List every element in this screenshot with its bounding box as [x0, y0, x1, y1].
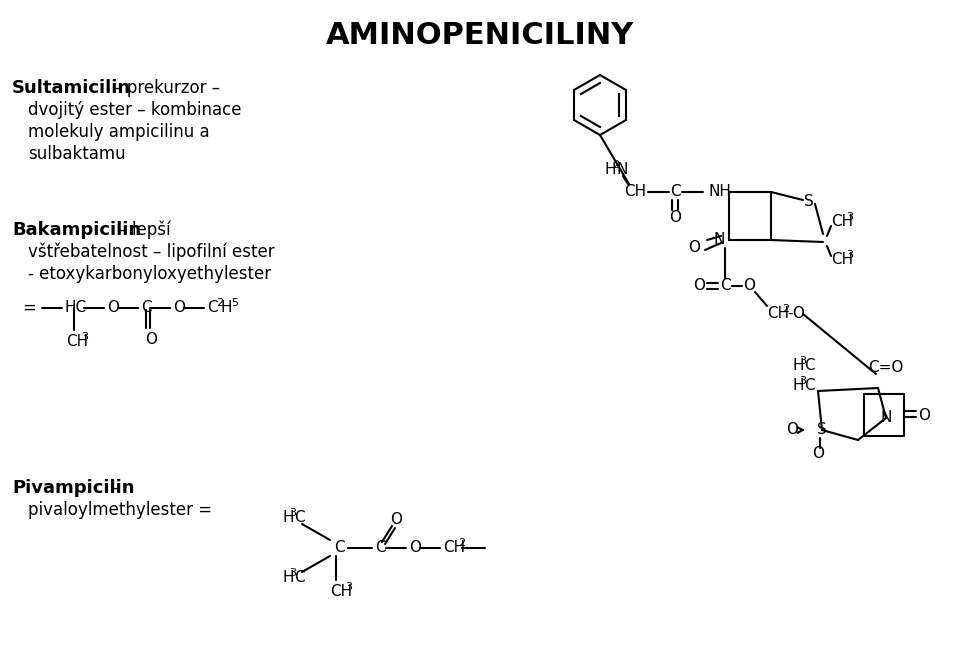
Text: 2: 2 — [216, 298, 223, 308]
Text: NH: NH — [709, 184, 732, 200]
Text: CH: CH — [330, 584, 352, 600]
Text: CH: CH — [767, 307, 789, 321]
Text: H: H — [282, 510, 294, 525]
Text: 3: 3 — [345, 582, 352, 592]
Text: N: N — [713, 233, 725, 247]
Text: C: C — [720, 278, 731, 293]
Text: pivaloylmethylester =: pivaloylmethylester = — [28, 501, 212, 519]
Text: 5: 5 — [231, 298, 238, 308]
Text: O: O — [669, 210, 681, 225]
Text: -O: -O — [787, 307, 804, 321]
Text: O: O — [173, 301, 185, 315]
Text: C: C — [334, 541, 345, 555]
Text: C=O: C=O — [868, 360, 903, 375]
Text: H: H — [792, 379, 804, 393]
Text: – prekurzor –: – prekurzor – — [108, 79, 220, 97]
Text: O: O — [786, 422, 798, 438]
Text: 3: 3 — [289, 568, 296, 578]
Text: H: H — [282, 570, 294, 586]
Text: molekuly ampicilinu a: molekuly ampicilinu a — [28, 123, 209, 141]
Text: C: C — [141, 301, 152, 315]
Text: Sultamicilin: Sultamicilin — [12, 79, 132, 97]
Text: O: O — [390, 512, 402, 527]
Text: 3: 3 — [799, 356, 806, 366]
Text: 2: 2 — [612, 160, 619, 170]
Text: O: O — [409, 541, 421, 555]
Text: – lepší: – lepší — [113, 221, 171, 239]
Text: O: O — [693, 278, 705, 293]
Text: C: C — [207, 301, 218, 315]
Text: C: C — [294, 510, 304, 525]
Text: O: O — [812, 446, 824, 461]
Text: Bakampicilin: Bakampicilin — [12, 221, 141, 239]
Text: 3: 3 — [846, 250, 853, 260]
Text: H: H — [605, 163, 616, 178]
Text: 2: 2 — [458, 538, 466, 548]
Text: O: O — [688, 241, 700, 256]
Text: S: S — [804, 194, 814, 210]
Text: 3: 3 — [846, 212, 853, 222]
Text: vštřebatelnost – lipofilní ester: vštřebatelnost – lipofilní ester — [28, 243, 275, 261]
Text: 3: 3 — [289, 508, 296, 518]
Text: =: = — [22, 299, 36, 317]
Text: 3: 3 — [799, 376, 806, 386]
Text: AMINOPENICILINY: AMINOPENICILINY — [325, 20, 635, 50]
Text: 3: 3 — [81, 332, 88, 342]
Text: C: C — [804, 379, 815, 393]
Text: CH: CH — [624, 184, 646, 200]
Text: C: C — [375, 541, 386, 555]
Text: O: O — [145, 332, 157, 348]
Text: - etoxykarbonyloxyethylester: - etoxykarbonyloxyethylester — [28, 265, 271, 283]
Text: H: H — [221, 301, 232, 315]
Text: O: O — [743, 278, 755, 293]
Text: CH: CH — [443, 541, 466, 555]
Text: Pivampicilin: Pivampicilin — [12, 479, 134, 497]
Text: O: O — [918, 407, 930, 422]
Text: HC: HC — [65, 301, 87, 315]
Text: S: S — [817, 422, 827, 438]
Text: 2: 2 — [782, 304, 789, 314]
Text: O: O — [107, 301, 119, 315]
Text: C: C — [294, 570, 304, 586]
Text: dvojitý ester – kombinace: dvojitý ester – kombinace — [28, 101, 242, 119]
Text: CH: CH — [66, 334, 88, 350]
Text: N: N — [880, 410, 892, 426]
Text: sulbaktamu: sulbaktamu — [28, 145, 126, 163]
Text: –: – — [107, 479, 121, 497]
Text: C: C — [804, 358, 815, 373]
Text: CH: CH — [831, 253, 853, 268]
Text: H: H — [792, 358, 804, 373]
Text: N: N — [617, 163, 629, 178]
Text: CH: CH — [831, 215, 853, 229]
Text: C: C — [670, 184, 681, 200]
